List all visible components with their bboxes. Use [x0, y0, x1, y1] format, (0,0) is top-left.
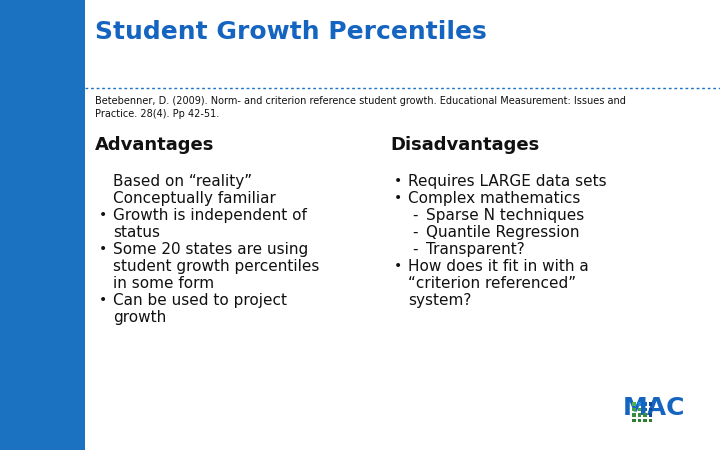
- Bar: [643, 413, 647, 417]
- Bar: [0, 0, 85, 450]
- Text: Some 20 states are using: Some 20 states are using: [113, 242, 308, 257]
- Bar: [649, 413, 652, 417]
- Text: Requires LARGE data sets: Requires LARGE data sets: [408, 174, 607, 189]
- Text: status: status: [113, 225, 160, 240]
- Bar: [632, 413, 636, 417]
- Text: Advantages: Advantages: [95, 136, 215, 154]
- Bar: [649, 418, 652, 422]
- Text: Can be used to project: Can be used to project: [113, 293, 287, 308]
- Text: system?: system?: [408, 293, 472, 308]
- Bar: [632, 418, 636, 422]
- Bar: [637, 413, 641, 417]
- Text: MAC: MAC: [623, 396, 685, 420]
- Bar: [637, 418, 641, 422]
- Text: Quantile Regression: Quantile Regression: [426, 225, 580, 240]
- Text: •: •: [99, 208, 107, 222]
- Text: Disadvantages: Disadvantages: [390, 136, 539, 154]
- Bar: [643, 418, 647, 422]
- Bar: [643, 408, 647, 411]
- Text: “criterion referenced”: “criterion referenced”: [408, 276, 576, 291]
- Text: Growth is independent of: Growth is independent of: [113, 208, 307, 223]
- Text: -: -: [412, 225, 418, 240]
- Text: Complex mathematics: Complex mathematics: [408, 191, 580, 206]
- Text: in some form: in some form: [113, 276, 214, 291]
- Bar: [649, 402, 652, 405]
- Bar: [649, 408, 652, 411]
- Text: growth: growth: [113, 310, 166, 325]
- Bar: [637, 408, 641, 411]
- Bar: [643, 402, 647, 405]
- Text: •: •: [394, 174, 402, 188]
- Text: Betebenner, D. (2009). Norm- and criterion reference student growth. Educational: Betebenner, D. (2009). Norm- and criteri…: [95, 96, 626, 119]
- Text: Transparent?: Transparent?: [426, 242, 525, 257]
- Bar: [632, 402, 636, 405]
- Text: •: •: [99, 242, 107, 256]
- Text: •: •: [394, 191, 402, 205]
- Text: Conceptually familiar: Conceptually familiar: [113, 191, 276, 206]
- Text: Based on “reality”: Based on “reality”: [113, 174, 252, 189]
- Text: Sparse N techniques: Sparse N techniques: [426, 208, 584, 223]
- Text: student growth percentiles: student growth percentiles: [113, 259, 320, 274]
- Text: -: -: [412, 242, 418, 257]
- Text: •: •: [99, 293, 107, 307]
- Bar: [637, 402, 641, 405]
- Bar: [632, 408, 636, 411]
- Text: Student Growth Percentiles: Student Growth Percentiles: [95, 20, 487, 44]
- Text: •: •: [394, 259, 402, 273]
- Text: How does it fit in with a: How does it fit in with a: [408, 259, 589, 274]
- Text: -: -: [412, 208, 418, 223]
